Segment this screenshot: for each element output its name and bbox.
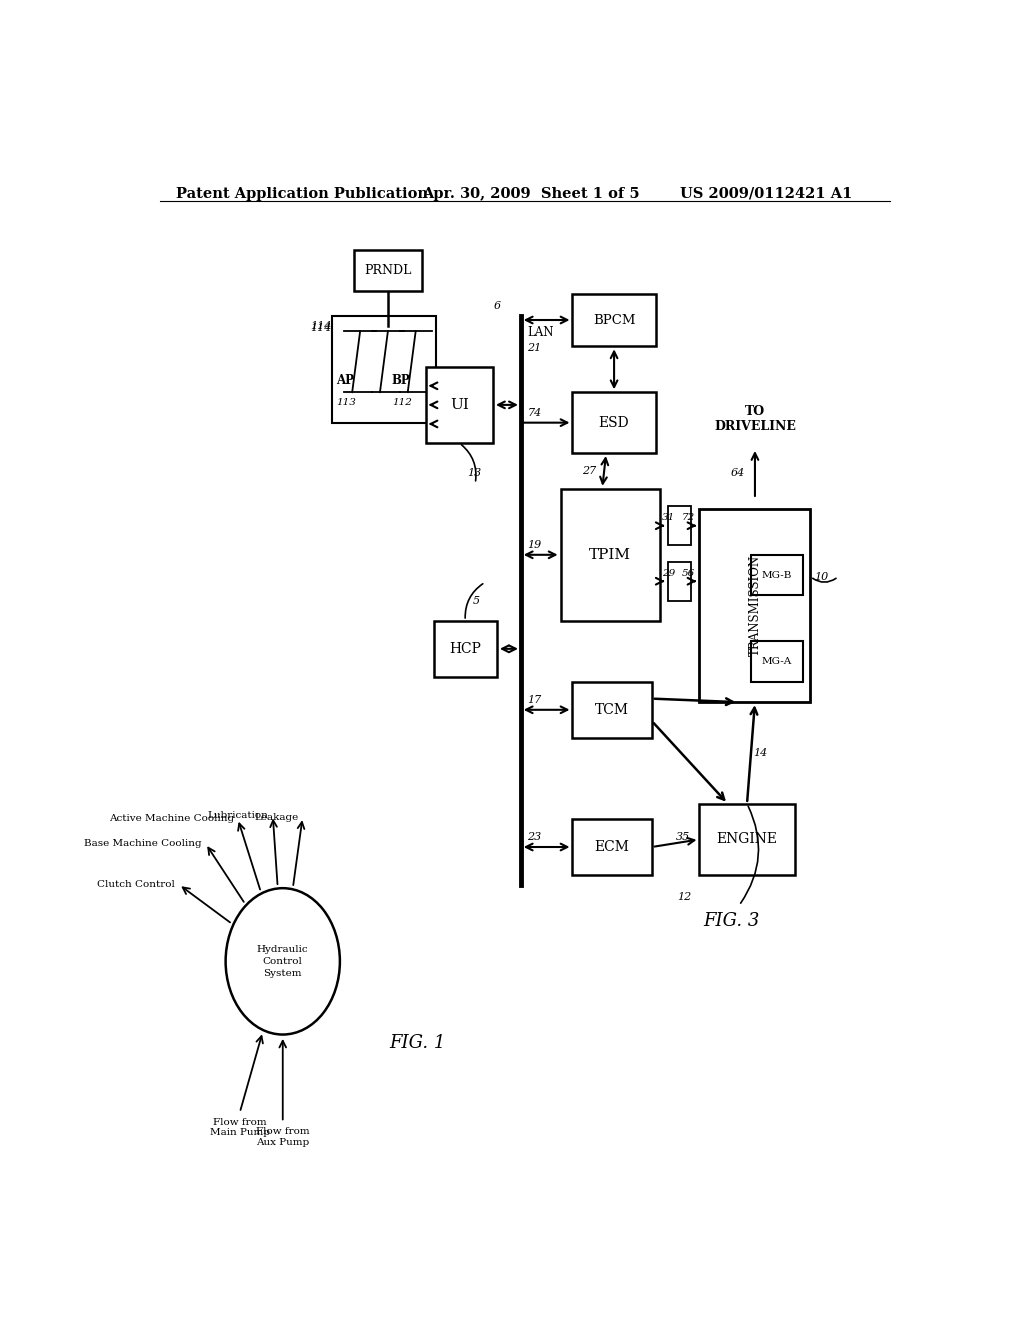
FancyBboxPatch shape	[560, 488, 659, 620]
Text: 19: 19	[527, 540, 542, 549]
Text: AP: AP	[336, 374, 354, 387]
Text: 64: 64	[731, 469, 745, 478]
Text: MG-B: MG-B	[762, 570, 792, 579]
FancyBboxPatch shape	[699, 510, 811, 702]
Text: Apr. 30, 2009  Sheet 1 of 5: Apr. 30, 2009 Sheet 1 of 5	[422, 187, 639, 201]
Text: TPIM: TPIM	[589, 548, 631, 562]
Text: 23: 23	[527, 832, 542, 842]
Text: Lubrication: Lubrication	[208, 810, 269, 820]
Text: PRNDL: PRNDL	[365, 264, 412, 277]
Text: Clutch Control: Clutch Control	[97, 880, 175, 888]
FancyBboxPatch shape	[572, 293, 655, 346]
Text: ECM: ECM	[595, 840, 630, 854]
Text: HCP: HCP	[450, 642, 481, 656]
Text: 31: 31	[663, 513, 676, 523]
Text: LAN: LAN	[527, 326, 554, 339]
Circle shape	[225, 888, 340, 1035]
Text: 74: 74	[527, 408, 542, 417]
Text: ENGINE: ENGINE	[717, 833, 777, 846]
Text: Active Machine Cooling: Active Machine Cooling	[109, 814, 233, 824]
Text: 113: 113	[336, 397, 356, 407]
Text: 14: 14	[754, 748, 768, 758]
Text: Base Machine Cooling: Base Machine Cooling	[84, 840, 202, 849]
Text: 13: 13	[467, 469, 481, 478]
Text: FIG. 3: FIG. 3	[702, 912, 760, 929]
FancyBboxPatch shape	[572, 682, 652, 738]
Text: 12: 12	[677, 892, 691, 903]
FancyBboxPatch shape	[572, 818, 652, 875]
FancyBboxPatch shape	[354, 249, 422, 290]
Text: 6: 6	[494, 301, 501, 310]
Text: TCM: TCM	[595, 702, 629, 717]
Text: 17: 17	[527, 694, 542, 705]
FancyBboxPatch shape	[668, 507, 691, 545]
Text: 21: 21	[527, 343, 542, 354]
FancyBboxPatch shape	[433, 620, 497, 677]
Text: BP: BP	[392, 374, 411, 387]
Text: TO
DRIVELINE: TO DRIVELINE	[714, 405, 796, 433]
FancyBboxPatch shape	[668, 562, 691, 601]
Text: 35: 35	[676, 832, 690, 842]
Text: Hydraulic
Control
System: Hydraulic Control System	[257, 945, 308, 978]
Text: FIG. 1: FIG. 1	[389, 1034, 445, 1052]
Text: Flow from
Aux Pump: Flow from Aux Pump	[256, 1127, 309, 1147]
Text: 72: 72	[682, 513, 695, 523]
Text: 5: 5	[473, 595, 480, 606]
Text: 114: 114	[310, 323, 332, 333]
Text: TRANSMISSION: TRANSMISSION	[749, 554, 762, 656]
Text: 27: 27	[583, 466, 597, 477]
FancyBboxPatch shape	[699, 804, 795, 875]
Text: ESD: ESD	[599, 416, 630, 430]
Text: 10: 10	[814, 572, 828, 582]
Text: 114: 114	[310, 321, 332, 331]
Text: BPCM: BPCM	[593, 314, 635, 326]
Text: 56: 56	[682, 569, 695, 578]
FancyBboxPatch shape	[751, 642, 803, 682]
FancyBboxPatch shape	[572, 392, 655, 453]
Text: US 2009/0112421 A1: US 2009/0112421 A1	[680, 187, 852, 201]
FancyBboxPatch shape	[751, 554, 803, 595]
Text: Leakage: Leakage	[254, 813, 299, 822]
Text: 112: 112	[392, 397, 412, 407]
Text: Flow from
Main Pump: Flow from Main Pump	[210, 1118, 269, 1137]
FancyBboxPatch shape	[426, 367, 494, 444]
Text: MG-A: MG-A	[762, 657, 792, 667]
Text: 29: 29	[663, 569, 676, 578]
Text: UI: UI	[450, 397, 469, 412]
Text: Patent Application Publication: Patent Application Publication	[176, 187, 428, 201]
